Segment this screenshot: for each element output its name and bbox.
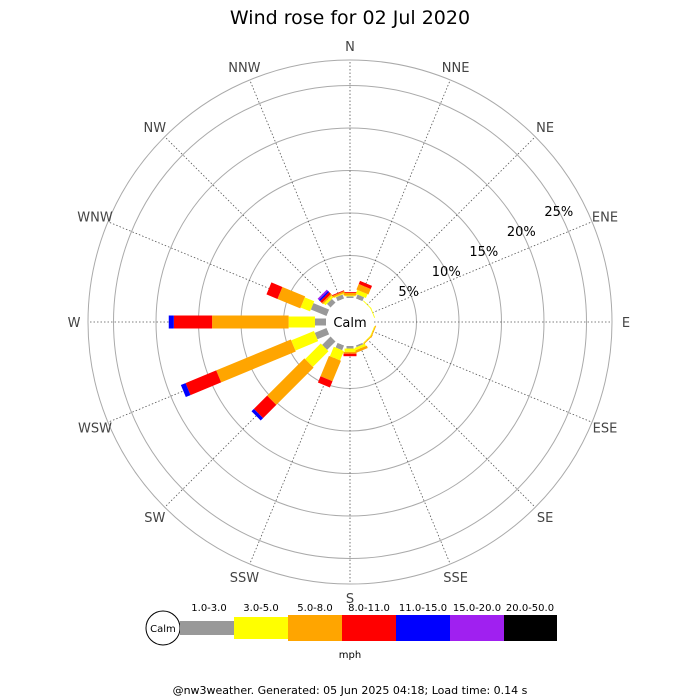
bar-nw-bin-5 bbox=[318, 290, 330, 302]
spoke-ese bbox=[372, 330, 593, 423]
ring-label-5: 5% bbox=[398, 285, 419, 300]
direction-label-n: N bbox=[345, 40, 355, 55]
bar-wnw-bin-4 bbox=[266, 282, 283, 299]
bar-nw-bin-3 bbox=[321, 293, 333, 305]
legend-bin-label-3: 5.0-8.0 bbox=[297, 603, 332, 614]
outer-ring bbox=[87, 59, 613, 585]
direction-label-nne: NNE bbox=[442, 61, 470, 76]
bar-nw-bin-2 bbox=[323, 295, 334, 306]
direction-label-ssw: SSW bbox=[230, 571, 260, 586]
bar-ssw-bin-1 bbox=[335, 342, 345, 351]
bar-nne-bin-1 bbox=[355, 294, 365, 302]
direction-label-ene: ENE bbox=[592, 210, 618, 225]
legend-bin-label-5: 11.0-15.0 bbox=[399, 603, 447, 614]
legend-swatch-2 bbox=[234, 617, 288, 639]
bar-sse-bin-2 bbox=[354, 343, 366, 351]
calm-label: Calm bbox=[333, 316, 366, 331]
bar-sw-bin-4 bbox=[253, 395, 277, 419]
bar-sw-bin-3 bbox=[267, 358, 314, 405]
ring-label-25: 25% bbox=[544, 205, 573, 220]
direction-label-sw: SW bbox=[144, 511, 165, 526]
bar-ne-bin-2 bbox=[363, 300, 372, 309]
spoke-nne bbox=[358, 79, 451, 300]
bar-wsw-bin-2 bbox=[291, 330, 319, 351]
grid-ring-25 bbox=[113, 85, 587, 559]
ring-label-10: 10% bbox=[432, 265, 461, 280]
spoke-nw bbox=[164, 136, 334, 306]
legend-bin-label-1: 1.0-3.0 bbox=[191, 603, 226, 614]
spoke-sse bbox=[358, 344, 451, 565]
direction-label-s: S bbox=[346, 592, 354, 607]
bar-sw-bin-1 bbox=[322, 336, 336, 350]
direction-label-ne: NE bbox=[536, 121, 554, 136]
bar-nnw-bin-1 bbox=[335, 294, 345, 302]
bar-nnw-bin-3 bbox=[332, 291, 345, 298]
calm-circle bbox=[326, 298, 374, 346]
bar-ssw-bin-4 bbox=[317, 376, 333, 388]
legend-swatch-7 bbox=[504, 615, 557, 641]
legend-bin-label-2: 3.0-5.0 bbox=[243, 603, 278, 614]
grid bbox=[87, 59, 613, 585]
direction-label-se: SE bbox=[537, 511, 553, 526]
bars bbox=[168, 280, 377, 421]
bar-wnw-bin-1 bbox=[310, 303, 330, 317]
direction-label-nw: NW bbox=[144, 121, 167, 136]
bar-ssw-bin-3 bbox=[320, 355, 341, 382]
legend-bin-label-7: 20.0-50.0 bbox=[506, 603, 554, 614]
bar-nw-bin-1 bbox=[326, 298, 336, 308]
bar-ssw-bin-2 bbox=[329, 346, 344, 361]
bar-sse-bin-1 bbox=[355, 342, 364, 348]
direction-label-ese: ESE bbox=[593, 422, 618, 437]
bar-wsw-bin-5 bbox=[180, 383, 191, 398]
bar-wsw-bin-1 bbox=[314, 327, 330, 340]
calm-center: Calm bbox=[326, 298, 374, 346]
footer-text: @nw3weather. Generated: 05 Jun 2025 04:1… bbox=[173, 684, 528, 697]
bar-wnw-bin-2 bbox=[300, 297, 315, 312]
direction-label-nnw: NNW bbox=[228, 61, 260, 76]
bar-nw-bin-6 bbox=[317, 289, 329, 301]
spoke-se bbox=[366, 338, 536, 508]
direction-label-wsw: WSW bbox=[78, 422, 112, 437]
legend-bin-label-4: 8.0-11.0 bbox=[348, 603, 390, 614]
legend: Calm 1.0-3.0 3.0-5.0 5.0-8.0 8.0-11.0 11.0-15… bbox=[145, 603, 557, 661]
legend-bin-label-6: 15.0-20.0 bbox=[453, 603, 501, 614]
bar-sse-bin-3 bbox=[354, 345, 368, 353]
spoke-nnw bbox=[249, 79, 342, 300]
grid-ring-20 bbox=[155, 127, 545, 517]
bar-nne-bin-2 bbox=[355, 289, 368, 299]
bar-se-bin-2 bbox=[363, 335, 372, 344]
bar-nw-bin-4 bbox=[320, 292, 332, 304]
legend-swatch-3 bbox=[288, 615, 342, 641]
direction-label-wnw: WNW bbox=[77, 210, 113, 225]
bar-wnw-bin-3 bbox=[277, 286, 306, 309]
bar-wsw-bin-4 bbox=[185, 370, 222, 396]
ring-label-15: 15% bbox=[469, 245, 498, 260]
spoke-ene bbox=[372, 221, 593, 314]
chart-title: Wind rose for 02 Jul 2020 bbox=[230, 7, 470, 29]
legend-swatch-6 bbox=[450, 615, 504, 641]
bar-nne-bin-4 bbox=[358, 280, 373, 289]
legend-swatch-4 bbox=[342, 615, 396, 641]
bar-sw-bin-5 bbox=[251, 408, 264, 421]
bar-nne-bin-3 bbox=[356, 283, 371, 295]
direction-labels: N NNE NE ENE E ESE SE SSE S SSW SW WSW W WNW NW NNW bbox=[68, 40, 631, 607]
direction-label-e: E bbox=[622, 316, 630, 331]
bar-se-bin-3 bbox=[362, 334, 373, 345]
direction-label-sse: SSE bbox=[443, 571, 468, 586]
bar-sw-bin-2 bbox=[305, 343, 329, 367]
legend-units: mph bbox=[339, 650, 361, 661]
legend-swatch-1 bbox=[180, 621, 234, 635]
ring-label-20: 20% bbox=[507, 225, 536, 240]
ring-labels: 5% 10% 15% 20% 25% bbox=[398, 205, 573, 300]
legend-swatch-5 bbox=[396, 615, 450, 641]
bar-wsw-bin-3 bbox=[216, 339, 296, 383]
legend-calm-label: Calm bbox=[150, 624, 176, 635]
spoke-ne bbox=[366, 136, 536, 306]
direction-label-w: W bbox=[68, 316, 81, 331]
